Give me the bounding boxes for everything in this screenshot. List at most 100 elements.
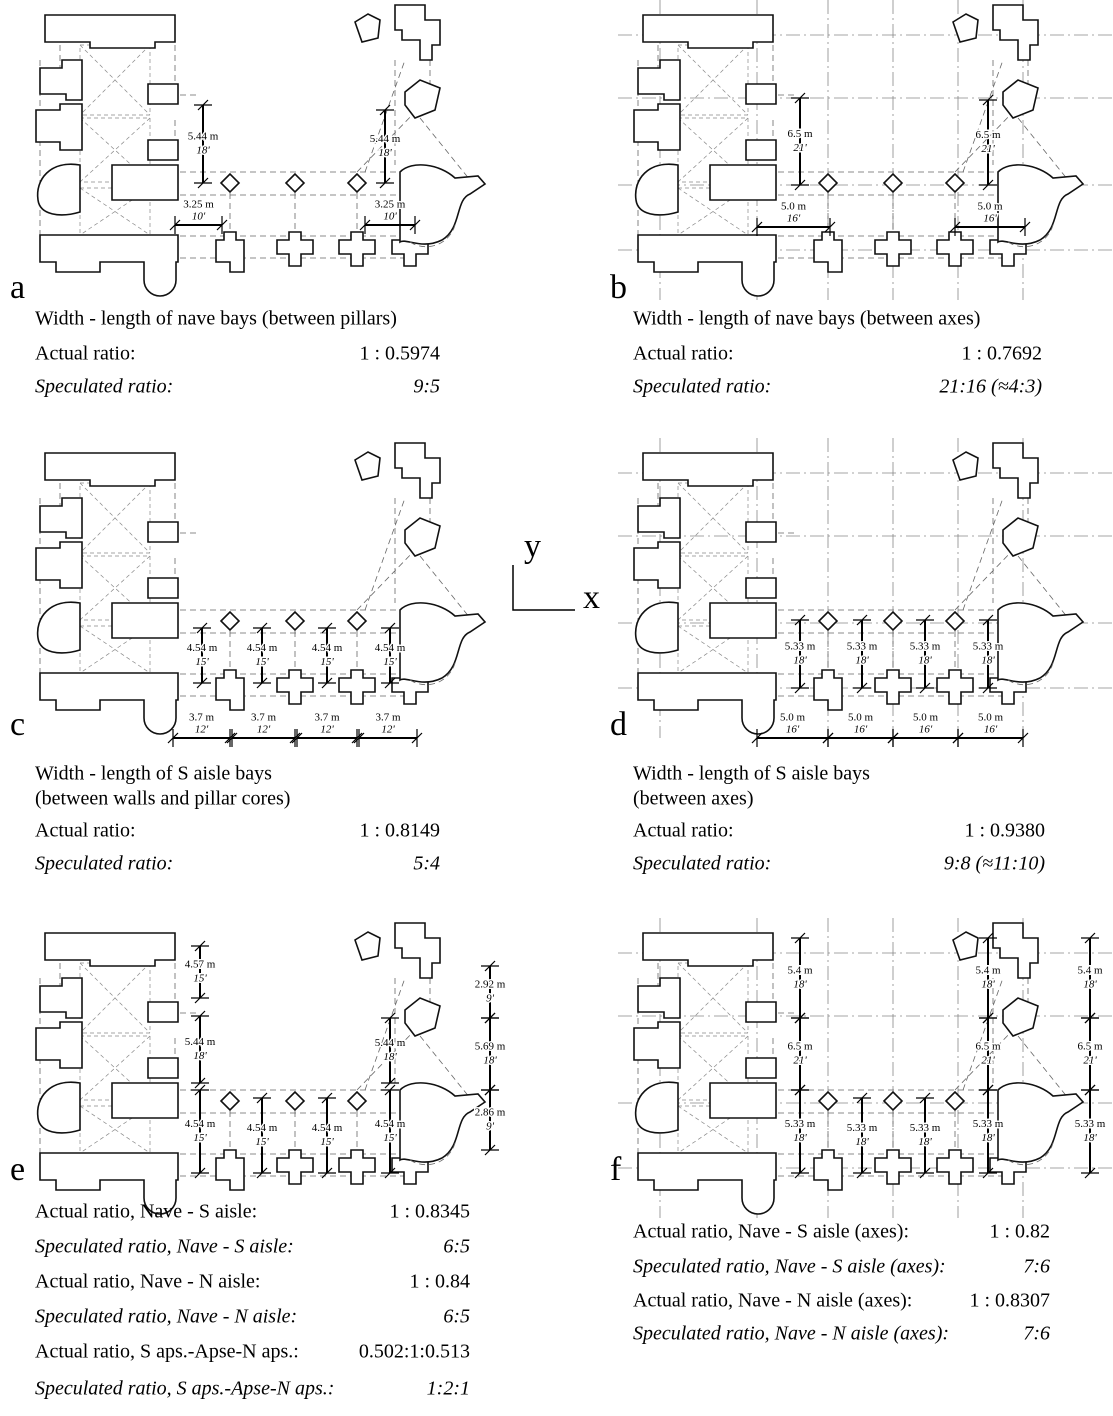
plan-panel: 5.33 m 18' 5.33 m 18' 5.33 m 18' 5.33 m 18' 5.0 …: [618, 438, 1113, 747]
dimension-metric: 5.0 m: [977, 201, 1003, 213]
dimension-metric: 6.5 m: [787, 128, 813, 140]
dimension-feet: 15': [383, 1132, 397, 1144]
dimension-feet: 12': [257, 724, 271, 736]
ratio-label: Speculated ratio, Nave - S aisle:: [35, 1236, 294, 1258]
panel-caption: Width - length of nave bays (between axe…: [633, 308, 980, 330]
dimension-feet: 15': [320, 1136, 334, 1148]
dimension-metric: 5.33 m: [847, 1122, 878, 1134]
floor-plan: [634, 443, 1083, 734]
ratio-label: Actual ratio:: [35, 343, 136, 365]
dimension-feet: 18': [483, 1055, 497, 1067]
dimension-feet: 18': [918, 655, 932, 667]
ratio-value: 1 : 0.8307: [969, 1290, 1050, 1312]
dimension-feet: 18': [981, 655, 995, 667]
dimension-metric: 5.0 m: [781, 201, 807, 213]
dimension-metric: 5.33 m: [910, 641, 941, 653]
ratio-value: 21:16 (≈4:3): [939, 376, 1042, 398]
dimension-feet: 18': [793, 979, 807, 991]
ratio-label: Actual ratio:: [633, 820, 734, 842]
dimension-metric: 5.4 m: [1077, 965, 1103, 977]
dimension-feet: 21': [981, 143, 995, 155]
dimension-feet: 18': [855, 655, 869, 667]
ratio-value: 1 : 0.82: [989, 1221, 1050, 1243]
dimension-metric: 5.33 m: [847, 641, 878, 653]
floor-plan: [634, 923, 1083, 1214]
ratio-label: Speculated ratio:: [633, 376, 771, 398]
ratio-label: Speculated ratio, Nave - N aisle (axes):: [633, 1323, 949, 1345]
plan-panel: 5.4 m 18' 6.5 m 21' 5.33 m 18' 5.33 m 18' 5.33 m…: [618, 918, 1113, 1218]
dimension-metric: 4.54 m: [185, 1118, 216, 1130]
dimension-feet: 18': [1083, 1132, 1097, 1144]
dimension-feet: 9': [486, 1121, 495, 1133]
panel-caption: Width - length of S aisle bays: [633, 763, 870, 785]
dimension-metric: 5.0 m: [978, 712, 1004, 724]
dimension-feet: 16': [787, 213, 801, 225]
ratio-label: Actual ratio:: [633, 343, 734, 365]
axis-y-label: y: [524, 528, 541, 565]
dimension-feet: 12': [195, 724, 209, 736]
ratio-value: 7:6: [1023, 1323, 1050, 1345]
dimension-metric: 5.33 m: [973, 1118, 1004, 1130]
dimension-metric: 5.0 m: [848, 712, 874, 724]
ratio-label: Actual ratio, Nave - N aisle:: [35, 1271, 260, 1293]
dimension-feet: 18': [193, 1050, 207, 1062]
dimension-metric: 5.0 m: [913, 712, 939, 724]
dimension-metric: 5.33 m: [910, 1122, 941, 1134]
dimension-metric: 5.33 m: [973, 641, 1004, 653]
plan-panel: 4.54 m15'4.54 m15'4.54 m15'4.54 m15'3.7 …: [36, 443, 485, 747]
dimension-feet: 18': [1083, 979, 1097, 991]
ratio-value: 1 : 0.8345: [389, 1201, 470, 1223]
ratio-value: 1 : 0.8149: [359, 820, 440, 842]
dimension-feet: 15': [255, 1136, 269, 1148]
dimension-metric: 5.0 m: [780, 712, 806, 724]
dimension-metric: 6.5 m: [1077, 1041, 1103, 1053]
dimension-metric: 4.54 m: [247, 1122, 278, 1134]
dimension-metric: 3.7 m: [251, 712, 277, 724]
plan-panel: 4.57 m15'5.44 m18'4.54 m15'4.54 m15'4.54…: [36, 923, 506, 1214]
dimension-metric: 3.25 m: [183, 199, 214, 211]
ratio-value: 0.502:1:0.513: [359, 1341, 470, 1363]
dimension-feet: 21': [793, 1055, 807, 1067]
dimension-feet: 18': [793, 655, 807, 667]
dimension-feet: 16': [983, 213, 997, 225]
ratio-label: Speculated ratio, Nave - S aisle (axes):: [633, 1256, 946, 1278]
dimension-metric: 4.54 m: [375, 642, 406, 654]
panel-letter: b: [610, 269, 627, 306]
dimension-metric: 5.33 m: [785, 641, 816, 653]
dimension-metric: 4.54 m: [312, 642, 343, 654]
dimension-metric: 5.33 m: [1075, 1118, 1106, 1130]
panel-letter: a: [10, 269, 25, 306]
dimension-metric: 5.69 m: [475, 1041, 506, 1053]
dimension-feet: 16': [984, 724, 998, 736]
dimension-metric: 4.54 m: [187, 642, 218, 654]
ratio-label: Speculated ratio, S aps.-Apse-N aps.:: [35, 1378, 334, 1400]
dimension-feet: 15': [255, 656, 269, 668]
ratio-label: Actual ratio, S aps.-Apse-N aps.:: [35, 1341, 299, 1363]
ratio-value: 1 : 0.7692: [961, 343, 1042, 365]
ratio-value: 1:2:1: [427, 1378, 470, 1400]
dimension-metric: 6.5 m: [975, 129, 1001, 141]
panel-letter: e: [10, 1151, 25, 1188]
dimension-feet: 12': [320, 724, 334, 736]
dimension-metric: 5.44 m: [188, 131, 219, 143]
dimension-metric: 3.25 m: [375, 199, 406, 211]
dimension-feet: 15': [195, 656, 209, 668]
dimension-feet: 21': [793, 142, 807, 154]
dimension-feet: 21': [1083, 1055, 1097, 1067]
plan-panel: 6.5 m21'6.5 m21'5.0 m16'5.0 m16': [618, 0, 1113, 300]
dimension-feet: 15': [320, 656, 334, 668]
dimension-metric: 3.7 m: [189, 712, 215, 724]
ratio-label: Actual ratio, Nave - S aisle (axes):: [633, 1221, 909, 1243]
figure: 5.44 m18'5.44 m18'3.25 m10'3.25 m10'aWid…: [0, 0, 1113, 1416]
dimension-feet: 10': [192, 211, 206, 223]
panel-caption: Width - length of S aisle bays: [35, 763, 272, 785]
dimension-metric: 6.5 m: [975, 1041, 1001, 1053]
dimension-feet: 21': [981, 1055, 995, 1067]
dimension-feet: 16': [786, 724, 800, 736]
floor-plan: [36, 5, 485, 296]
axis-x-label: x: [583, 579, 600, 616]
ratio-label: Speculated ratio:: [35, 376, 173, 398]
ratio-value: 6:5: [443, 1306, 470, 1328]
ratio-value: 1 : 0.84: [409, 1271, 470, 1293]
dimension-metric: 4.57 m: [185, 959, 216, 971]
